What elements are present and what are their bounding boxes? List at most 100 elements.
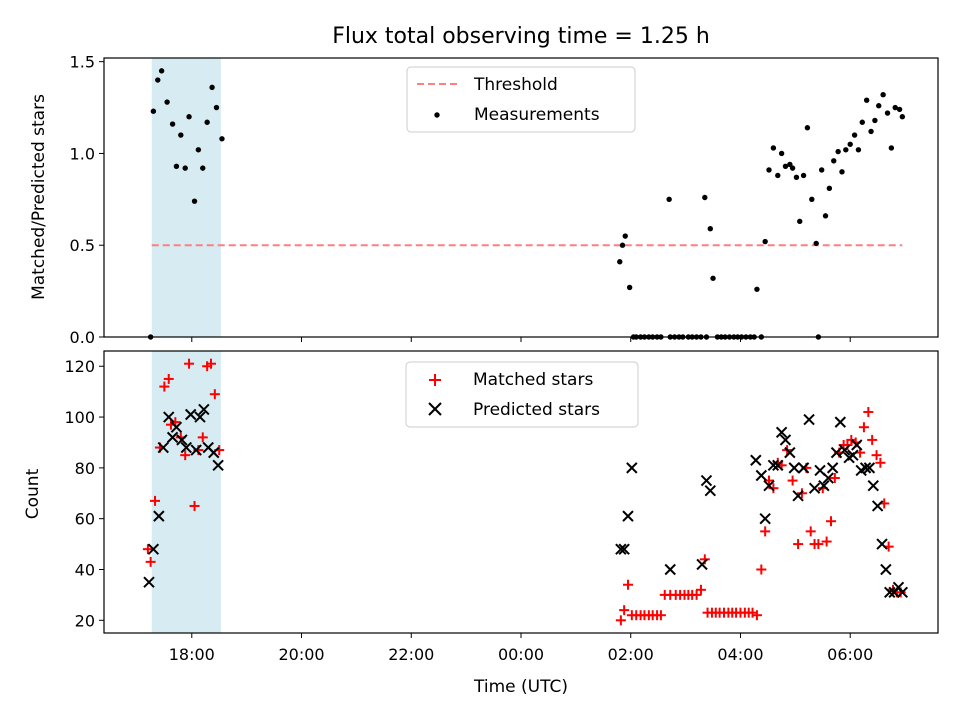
marker-stroke [775, 426, 788, 439]
predicted-star-point [170, 421, 183, 433]
bottom-axes: 20 40 60 80 100 120 18:00 20:00 22:00 00:00 02:00 0… [64, 350, 939, 664]
matched-star-point [691, 589, 702, 600]
bottom-legend-box [405, 361, 639, 428]
measurement-point [855, 147, 862, 153]
measurement-point [766, 167, 772, 173]
predicted-star-point [704, 485, 717, 497]
predicted-star-point [896, 586, 909, 599]
predicted-star-point [153, 510, 165, 522]
marker-stroke [826, 462, 839, 474]
predicted-star-point [143, 576, 155, 588]
marker-stroke [863, 462, 876, 474]
marker-stroke [153, 510, 165, 522]
marker-stroke [896, 586, 909, 599]
marker-stroke [615, 543, 627, 555]
measurement-point [622, 233, 628, 239]
predicted-star-point [212, 459, 224, 472]
predicted-star-point [664, 563, 676, 576]
top-legend: Threshold Measurements [406, 66, 636, 133]
measurement-point [888, 145, 895, 151]
measurement-point [847, 141, 853, 147]
measurement-points [147, 68, 906, 340]
measurement-point [809, 196, 815, 203]
matched-star-point [826, 516, 837, 527]
legend-matched-label: Matched stars [473, 370, 593, 390]
measurement-point [195, 147, 202, 153]
marker-stroke [184, 408, 197, 421]
top-axes: 0.0 0.5 1.0 1.5 [70, 53, 939, 347]
marker-stroke [803, 413, 815, 426]
predicted-star-point [830, 446, 843, 459]
measurement-point [872, 117, 878, 124]
measurement-point [158, 68, 165, 74]
y-tick-label: 1.5 [70, 53, 95, 72]
matched-star-point [787, 475, 798, 486]
measurement-point [155, 77, 161, 83]
predicted-star-point [775, 426, 788, 439]
matched-star-point [180, 450, 191, 461]
marker-stroke [884, 586, 896, 599]
marker-stroke [779, 434, 792, 446]
marker-stroke [839, 444, 851, 456]
measurement-point [896, 106, 903, 113]
marker-stroke [759, 512, 771, 525]
x-tick-label: 02:00 [608, 645, 654, 664]
marker-stroke [792, 490, 804, 502]
predicted-star-point [880, 563, 892, 576]
measurement-point [835, 148, 841, 155]
matched-star-point [813, 539, 824, 550]
predicted-star-point [622, 510, 634, 522]
marker-stroke [170, 421, 183, 433]
predicted-star-point [700, 474, 713, 487]
marker-stroke [626, 462, 638, 474]
predicted-star-point [772, 459, 784, 472]
marker-stroke [818, 479, 830, 492]
predicted-star-point [808, 482, 821, 494]
matched-star-point [760, 526, 771, 537]
measurement-point [851, 132, 858, 138]
count-points [142, 358, 909, 626]
matched-star-point [821, 536, 832, 547]
predicted-star-point [884, 586, 896, 599]
measurement-point [839, 169, 845, 175]
marker-stroke [834, 416, 847, 428]
marker-stroke [157, 441, 169, 454]
predicted-star-point [839, 444, 851, 456]
predicted-star-point [863, 462, 876, 474]
marker-stroke [763, 479, 775, 492]
y-tick-label: 1.0 [70, 144, 95, 163]
measurement-point [204, 119, 210, 125]
matched-star-point [159, 381, 170, 392]
x-axis-label: Time (UTC) [473, 677, 568, 697]
predicted-star-point [851, 439, 863, 451]
marker-stroke [166, 431, 179, 444]
predicted-star-point [184, 408, 197, 421]
matched-star-point [756, 564, 767, 575]
measurement-point [186, 114, 192, 120]
predicted-star-point [818, 479, 830, 492]
matched-star-point [163, 373, 174, 384]
matched-star-point [751, 610, 762, 621]
shaded-span [151, 351, 221, 633]
marker-stroke [784, 446, 796, 459]
predicted-star-point [803, 413, 815, 426]
chart-title: Flux total observing time = 1.25 h [332, 24, 710, 49]
legend-measurements-label: Measurements [474, 105, 600, 125]
measurement-point [178, 132, 184, 138]
measurement-point [793, 174, 800, 181]
bottom-y-axis-label: Count [23, 468, 43, 519]
measurement-point [831, 158, 837, 164]
measurement-point [617, 259, 623, 265]
measurement-point [213, 104, 220, 111]
matched-star-point [875, 457, 886, 468]
predicted-star-point [166, 431, 179, 444]
measurement-point [863, 97, 870, 103]
marker-stroke [664, 563, 676, 576]
predicted-star-point [759, 512, 771, 525]
measurement-point [789, 165, 796, 171]
measurement-point [868, 128, 874, 135]
matched-star-point [695, 584, 706, 595]
measurement-point [899, 114, 906, 120]
predicted-star-point [784, 446, 796, 459]
measurement-point [787, 161, 793, 168]
